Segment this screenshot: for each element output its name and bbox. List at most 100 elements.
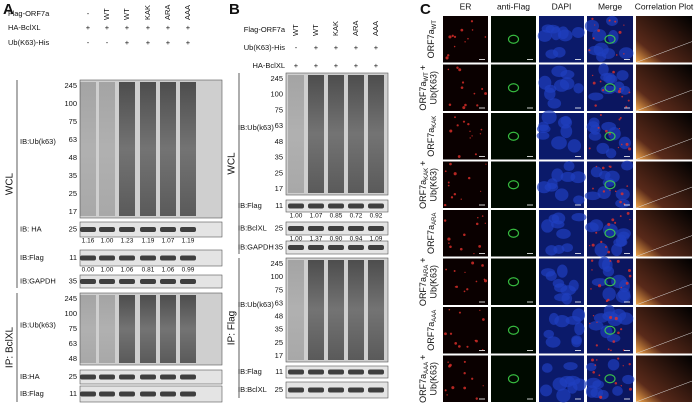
row-name: ORF7a bbox=[418, 82, 428, 111]
lane-smear bbox=[140, 82, 156, 216]
er-signal bbox=[627, 99, 630, 102]
row-name: ORF7a bbox=[426, 322, 436, 351]
nucleus bbox=[545, 24, 560, 34]
row-subscript: ARA bbox=[432, 213, 438, 225]
nucleus bbox=[607, 30, 619, 44]
nucleus bbox=[540, 384, 553, 397]
er-signal bbox=[592, 81, 596, 85]
mw-marker: 75 bbox=[275, 285, 283, 294]
condition-value: WT bbox=[311, 24, 320, 36]
lane-smear bbox=[288, 75, 304, 193]
er-signal bbox=[476, 104, 479, 107]
quantification: 1.00 bbox=[101, 267, 114, 274]
lane-smear bbox=[119, 82, 135, 216]
band bbox=[160, 391, 176, 397]
nucleus bbox=[602, 223, 618, 237]
row-name: ORF7a bbox=[418, 277, 428, 306]
er-signal bbox=[604, 245, 607, 249]
er-signal bbox=[588, 49, 591, 52]
er-signal bbox=[453, 172, 457, 176]
group-label: WCL bbox=[227, 152, 238, 175]
condition-value: ARA bbox=[351, 21, 360, 36]
er-signal bbox=[460, 28, 464, 32]
nucleus bbox=[571, 335, 583, 345]
er-signal bbox=[628, 387, 632, 391]
band bbox=[328, 245, 344, 250]
row-subscript: AAA bbox=[432, 310, 438, 322]
er-signal bbox=[481, 215, 484, 217]
band bbox=[328, 387, 344, 393]
row-label: ORF7aAAA bbox=[426, 310, 437, 351]
band bbox=[119, 279, 135, 284]
antibody-label: IB:GAPDH bbox=[20, 276, 56, 285]
row-label: ORF7aAAA + bbox=[418, 355, 429, 403]
er-signal bbox=[591, 243, 595, 247]
nucleus bbox=[572, 27, 585, 38]
er-signal bbox=[625, 105, 628, 108]
nucleus bbox=[588, 320, 604, 331]
antibody-label: IB:Flag bbox=[238, 201, 262, 210]
group-label: IP: Flag bbox=[227, 311, 238, 345]
nucleus bbox=[556, 228, 571, 239]
mw-marker: 17 bbox=[275, 351, 283, 360]
er-signal bbox=[475, 280, 478, 283]
mw-marker: 11 bbox=[275, 367, 283, 376]
nucleus bbox=[612, 386, 623, 396]
condition-value: - bbox=[87, 38, 90, 47]
nucleus bbox=[585, 377, 602, 389]
row-label: ORF7aARA bbox=[426, 213, 437, 254]
nucleus bbox=[570, 171, 586, 184]
band bbox=[119, 391, 135, 397]
nucleus bbox=[606, 15, 619, 27]
micrograph bbox=[636, 113, 692, 160]
er-signal bbox=[445, 56, 449, 60]
row-subscript: KAK bbox=[424, 168, 430, 180]
micrograph bbox=[443, 258, 488, 305]
flag-signal bbox=[604, 180, 616, 190]
band bbox=[348, 245, 364, 250]
lane-smear bbox=[308, 75, 324, 193]
er-signal bbox=[443, 203, 447, 207]
er-signal bbox=[475, 222, 479, 226]
quantification: 1.19 bbox=[142, 238, 155, 245]
er-signal bbox=[622, 365, 624, 367]
er-signal bbox=[481, 264, 484, 267]
band bbox=[140, 227, 156, 232]
row-subscript: KAK bbox=[432, 116, 438, 128]
nucleus bbox=[571, 212, 587, 222]
micrograph bbox=[636, 64, 692, 111]
er-signal bbox=[620, 143, 623, 146]
row-suffix: + bbox=[418, 161, 428, 166]
er-signal bbox=[596, 321, 598, 323]
er-signal bbox=[605, 299, 609, 303]
row-label: ORF7aKAK bbox=[426, 116, 437, 157]
er-signal bbox=[597, 126, 600, 129]
nucleus bbox=[551, 212, 566, 225]
quantification: 0.72 bbox=[350, 213, 363, 220]
er-signal bbox=[447, 181, 450, 184]
column-header: ER bbox=[460, 1, 472, 11]
er-signal bbox=[453, 35, 457, 38]
nucleus bbox=[617, 312, 634, 325]
corr-line bbox=[635, 41, 693, 63]
antibody-label: IB: HA bbox=[20, 224, 42, 233]
er-signal bbox=[479, 309, 481, 311]
er-signal bbox=[471, 135, 473, 137]
row-name: ORF7a bbox=[418, 374, 428, 403]
micrograph bbox=[636, 258, 692, 305]
band bbox=[288, 369, 304, 375]
micrograph bbox=[443, 355, 488, 402]
band bbox=[99, 279, 115, 284]
quantification: 0.94 bbox=[350, 236, 363, 243]
er-signal bbox=[478, 244, 482, 248]
lane-smear bbox=[368, 75, 384, 193]
condition-value: WT bbox=[291, 24, 300, 36]
nucleus bbox=[594, 242, 609, 257]
condition-label: Ub(K63)-His bbox=[8, 38, 50, 47]
er-signal bbox=[454, 286, 457, 288]
er-signal bbox=[618, 127, 621, 130]
corr-line bbox=[635, 186, 693, 209]
band bbox=[368, 369, 384, 375]
micrograph bbox=[491, 113, 536, 160]
nucleus bbox=[553, 79, 570, 92]
